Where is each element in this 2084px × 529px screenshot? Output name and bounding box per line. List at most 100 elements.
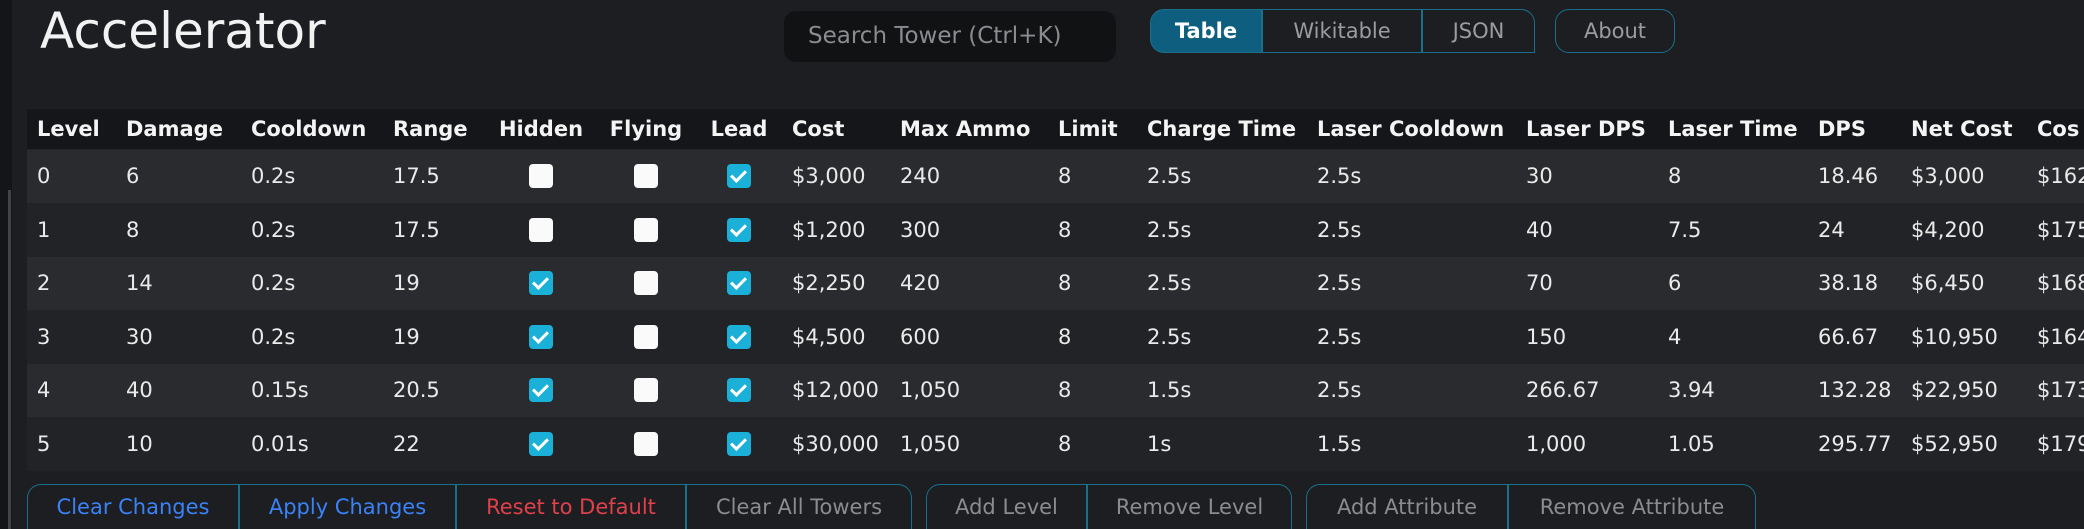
column-header: Charge Time	[1147, 117, 1297, 141]
column-header: Flying	[609, 117, 683, 141]
column-header: Max Ammo	[900, 117, 1031, 141]
cell: 2.5s	[1147, 164, 1192, 188]
tab[interactable]: Table	[1150, 9, 1262, 53]
checkbox[interactable]	[634, 217, 658, 242]
cell: $52,950	[1911, 431, 1998, 456]
column-header: Laser DPS	[1526, 117, 1646, 141]
cell: $1,200	[792, 217, 866, 242]
cell: 5	[37, 431, 51, 456]
cell: 8	[1058, 431, 1072, 456]
cell: $162	[2037, 164, 2084, 188]
checkbox[interactable]	[529, 324, 553, 349]
checkbox[interactable]	[529, 378, 553, 402]
column-header: Level	[37, 117, 100, 141]
action-button[interactable]: Reset to Default	[456, 484, 686, 529]
cell: $175	[2037, 217, 2084, 242]
checkbox[interactable]	[634, 324, 658, 349]
cell: 70	[1526, 271, 1553, 295]
tab[interactable]: JSON	[1422, 9, 1535, 53]
cell: 20.5	[393, 378, 440, 402]
cell: 240	[900, 164, 941, 188]
cell: $30,000	[792, 431, 879, 456]
checkbox[interactable]	[727, 164, 751, 188]
cell: 19	[393, 271, 420, 295]
checkbox[interactable]	[529, 431, 553, 456]
cell: 3.94	[1668, 378, 1715, 402]
column-header: Laser Cooldown	[1317, 117, 1505, 141]
cell: 8	[1058, 271, 1072, 295]
tab[interactable]: Wikitable	[1262, 9, 1422, 53]
cell: 4	[37, 378, 51, 402]
about-button[interactable]: About	[1555, 9, 1675, 53]
cell: $179	[2037, 431, 2084, 456]
action-button[interactable]: Clear Changes	[27, 484, 239, 529]
cell: 3	[37, 324, 51, 349]
cell: 2.5s	[1317, 164, 1362, 188]
checkbox[interactable]	[529, 217, 553, 242]
cell: 0.15s	[251, 378, 309, 402]
cell: 295.77	[1818, 431, 1892, 456]
cell: 7.5	[1668, 217, 1702, 242]
cell: 0.2s	[251, 217, 296, 242]
cell: 2.5s	[1147, 217, 1192, 242]
cell: 8	[1058, 324, 1072, 349]
cell: $164	[2037, 324, 2084, 349]
cell: $12,000	[792, 378, 879, 402]
action-button[interactable]: Remove Attribute	[1508, 484, 1756, 529]
cell: 6	[1668, 271, 1682, 295]
checkbox[interactable]	[634, 164, 658, 188]
column-header: Range	[393, 117, 468, 141]
cell: 22	[393, 431, 420, 456]
checkbox[interactable]	[727, 378, 751, 402]
cell: 0.2s	[251, 271, 296, 295]
cell: 18.46	[1818, 164, 1879, 188]
action-button[interactable]: Add Level	[926, 484, 1087, 529]
cell: 1.05	[1668, 431, 1715, 456]
action-button[interactable]: Add Attribute	[1306, 484, 1508, 529]
cell: $6,450	[1911, 271, 1985, 295]
search-box[interactable]: Search Tower (Ctrl+K)	[784, 11, 1116, 62]
column-header: Net Cost	[1911, 117, 2013, 141]
action-button[interactable]: Remove Level	[1087, 484, 1292, 529]
checkbox[interactable]	[634, 431, 658, 456]
column-header: DPS	[1818, 117, 1866, 141]
cell: $4,500	[792, 324, 866, 349]
cell: 66.67	[1818, 324, 1879, 349]
cell: 600	[900, 324, 941, 349]
cell: $168	[2037, 271, 2084, 295]
cell: 8	[1058, 164, 1072, 188]
checkbox[interactable]	[727, 324, 751, 349]
cell: 1,000	[1526, 431, 1587, 456]
cell: 38.18	[1818, 271, 1879, 295]
checkbox[interactable]	[634, 271, 658, 295]
cell: $4,200	[1911, 217, 1985, 242]
checkbox[interactable]	[529, 164, 553, 188]
cell: $2,250	[792, 271, 866, 295]
column-header: Cooldown	[251, 117, 367, 141]
column-header: Laser Time	[1668, 117, 1798, 141]
column-header: Cost	[792, 117, 845, 141]
cell: 1	[37, 217, 51, 242]
cell: $22,950	[1911, 378, 1998, 402]
cell: 2.5s	[1147, 324, 1192, 349]
checkbox[interactable]	[529, 271, 553, 295]
action-button[interactable]: Apply Changes	[239, 484, 456, 529]
cell: 2.5s	[1317, 324, 1362, 349]
action-button[interactable]: Clear All Towers	[686, 484, 912, 529]
checkbox[interactable]	[634, 378, 658, 402]
checkbox[interactable]	[727, 431, 751, 456]
table-row	[27, 203, 2084, 257]
checkbox[interactable]	[727, 217, 751, 242]
table-row	[27, 364, 2084, 417]
cell: 266.67	[1526, 378, 1600, 402]
checkbox[interactable]	[727, 271, 751, 295]
cell: 30	[126, 324, 153, 349]
cell: 19	[393, 324, 420, 349]
cell: $3,000	[1911, 164, 1985, 188]
cell: 14	[126, 271, 153, 295]
cell: 10	[126, 431, 153, 456]
cell: 1,050	[900, 378, 961, 402]
cell: 2.5s	[1317, 271, 1362, 295]
table-row	[27, 310, 2084, 364]
